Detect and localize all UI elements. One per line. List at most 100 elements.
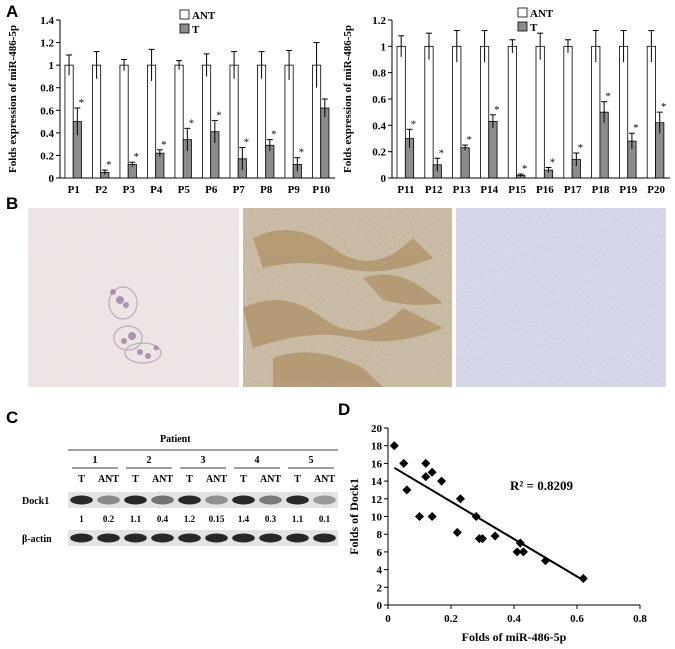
bar-ant xyxy=(535,45,545,179)
micrograph-left-image xyxy=(28,208,239,387)
bar-ant xyxy=(480,45,490,179)
blot-band xyxy=(151,533,174,543)
x-tick-label: P8 xyxy=(260,184,273,196)
data-point xyxy=(414,511,425,522)
lane-label: T xyxy=(294,474,301,485)
x-tick-label: 0.6 xyxy=(570,613,584,625)
blot-band xyxy=(97,495,120,505)
y-tick-label: 1.2 xyxy=(40,38,54,50)
blot-band xyxy=(178,495,201,505)
x-tick-label: P1 xyxy=(68,184,80,196)
bar-ant xyxy=(92,64,102,179)
y-tick-label: 0.4 xyxy=(40,128,54,140)
x-tick-label: P6 xyxy=(205,184,218,196)
lane-label: ANT xyxy=(206,474,227,485)
band-quant: 0.2 xyxy=(103,514,115,524)
significance-star: * xyxy=(494,104,500,116)
significance-star: * xyxy=(550,156,556,168)
x-tick-label: 0.8 xyxy=(633,613,647,625)
significance-star: * xyxy=(189,117,195,129)
band-quant: 1.4 xyxy=(238,514,250,524)
band-quant: 1.1 xyxy=(130,514,142,524)
data-point xyxy=(389,441,399,451)
legend-label: T xyxy=(192,24,200,36)
data-point xyxy=(471,511,481,522)
significance-star: * xyxy=(299,147,305,159)
y-tick-label: 10 xyxy=(371,512,383,524)
x-tick-label: P14 xyxy=(480,184,498,196)
lane-label: ANT xyxy=(152,474,173,485)
y-tick-label: 1.2 xyxy=(372,15,386,27)
band-quant: 0.3 xyxy=(265,514,277,524)
y-tick-label: 0.2 xyxy=(372,147,386,159)
bar-ant xyxy=(591,45,601,179)
x-tick-label: P5 xyxy=(178,184,191,196)
patient-number: 4 xyxy=(255,455,260,466)
x-tick-label: P12 xyxy=(425,184,443,196)
western-blot: Patient 1 2 3 4 5 T ANT T ANT T ANT T ANT T ANT Dock1 1 0… xyxy=(20,430,340,560)
panel-a-label: A xyxy=(6,2,19,21)
blot-row-label: β-actin xyxy=(22,534,52,545)
blot-band xyxy=(232,533,255,543)
r-squared-annotation: R² = 0.8209 xyxy=(510,478,573,493)
y-axis-label: Folds expression of miR-486-5p xyxy=(342,25,354,173)
bar-ant xyxy=(257,64,267,179)
bar-chart-p11-p20: 0 0.2 0.4 0.6 0.8 1 1.2 Folds expression of miR… xyxy=(342,7,670,196)
x-tick-label: P7 xyxy=(233,184,246,196)
significance-star: * xyxy=(244,137,250,149)
blot-band xyxy=(313,533,336,543)
data-point xyxy=(421,458,431,468)
band-quant: 0.15 xyxy=(209,514,225,524)
y-tick-label: 18 xyxy=(371,441,383,453)
data-point xyxy=(402,485,412,495)
significance-star: * xyxy=(633,122,639,134)
blot-band xyxy=(286,533,309,543)
blot-band xyxy=(124,495,147,505)
significance-star: * xyxy=(161,139,167,151)
blot-band xyxy=(205,495,228,505)
blot-band xyxy=(97,533,120,543)
y-tick-label: 2 xyxy=(377,582,383,594)
x-tick-label: 0.2 xyxy=(444,613,458,625)
x-tick-label: P2 xyxy=(95,184,108,196)
bar-ant xyxy=(174,64,184,179)
x-tick-label: P15 xyxy=(508,184,526,196)
bar-ant xyxy=(507,45,517,179)
y-tick-label: 20 xyxy=(371,423,383,435)
bar-t xyxy=(320,107,330,179)
bar-t xyxy=(155,152,165,179)
bar-ant xyxy=(452,45,462,179)
blot-band xyxy=(259,495,282,505)
blot-band xyxy=(124,533,147,543)
data-point xyxy=(437,476,447,486)
lane-label: T xyxy=(240,474,247,485)
data-point xyxy=(578,573,588,583)
x-tick-label: P20 xyxy=(647,184,665,196)
data-point xyxy=(512,547,522,557)
y-tick-label: 1.4 xyxy=(40,15,54,27)
bar-t xyxy=(488,120,498,179)
y-tick-label: 0 xyxy=(381,173,387,185)
data-point xyxy=(421,472,431,482)
y-tick-label: 0.8 xyxy=(40,83,54,95)
significance-star: * xyxy=(605,91,611,103)
legend-label: ANT xyxy=(192,10,216,22)
legend-label: ANT xyxy=(530,8,554,20)
y-tick-label: 4 xyxy=(377,565,383,577)
lane-label: T xyxy=(78,474,85,485)
x-tick-label: P13 xyxy=(453,184,471,196)
scatter-chart: 0 2 4 6 8 10 12 14 16 18 20 0 0.2 0.4 0.6 0.8 Folds of m… xyxy=(347,423,647,644)
x-tick-label: 0 xyxy=(385,613,391,625)
lane-label: ANT xyxy=(314,474,335,485)
blot-header: Patient xyxy=(160,434,191,445)
x-tick-label: P4 xyxy=(150,184,163,196)
bar-ant xyxy=(396,45,406,179)
legend-label: T xyxy=(530,22,538,34)
legend-swatch xyxy=(517,21,528,32)
data-point xyxy=(399,458,409,468)
patient-number: 3 xyxy=(201,455,206,466)
y-tick-label: 1 xyxy=(381,41,387,53)
significance-star: * xyxy=(661,101,667,113)
x-tick-label: P17 xyxy=(564,184,582,196)
